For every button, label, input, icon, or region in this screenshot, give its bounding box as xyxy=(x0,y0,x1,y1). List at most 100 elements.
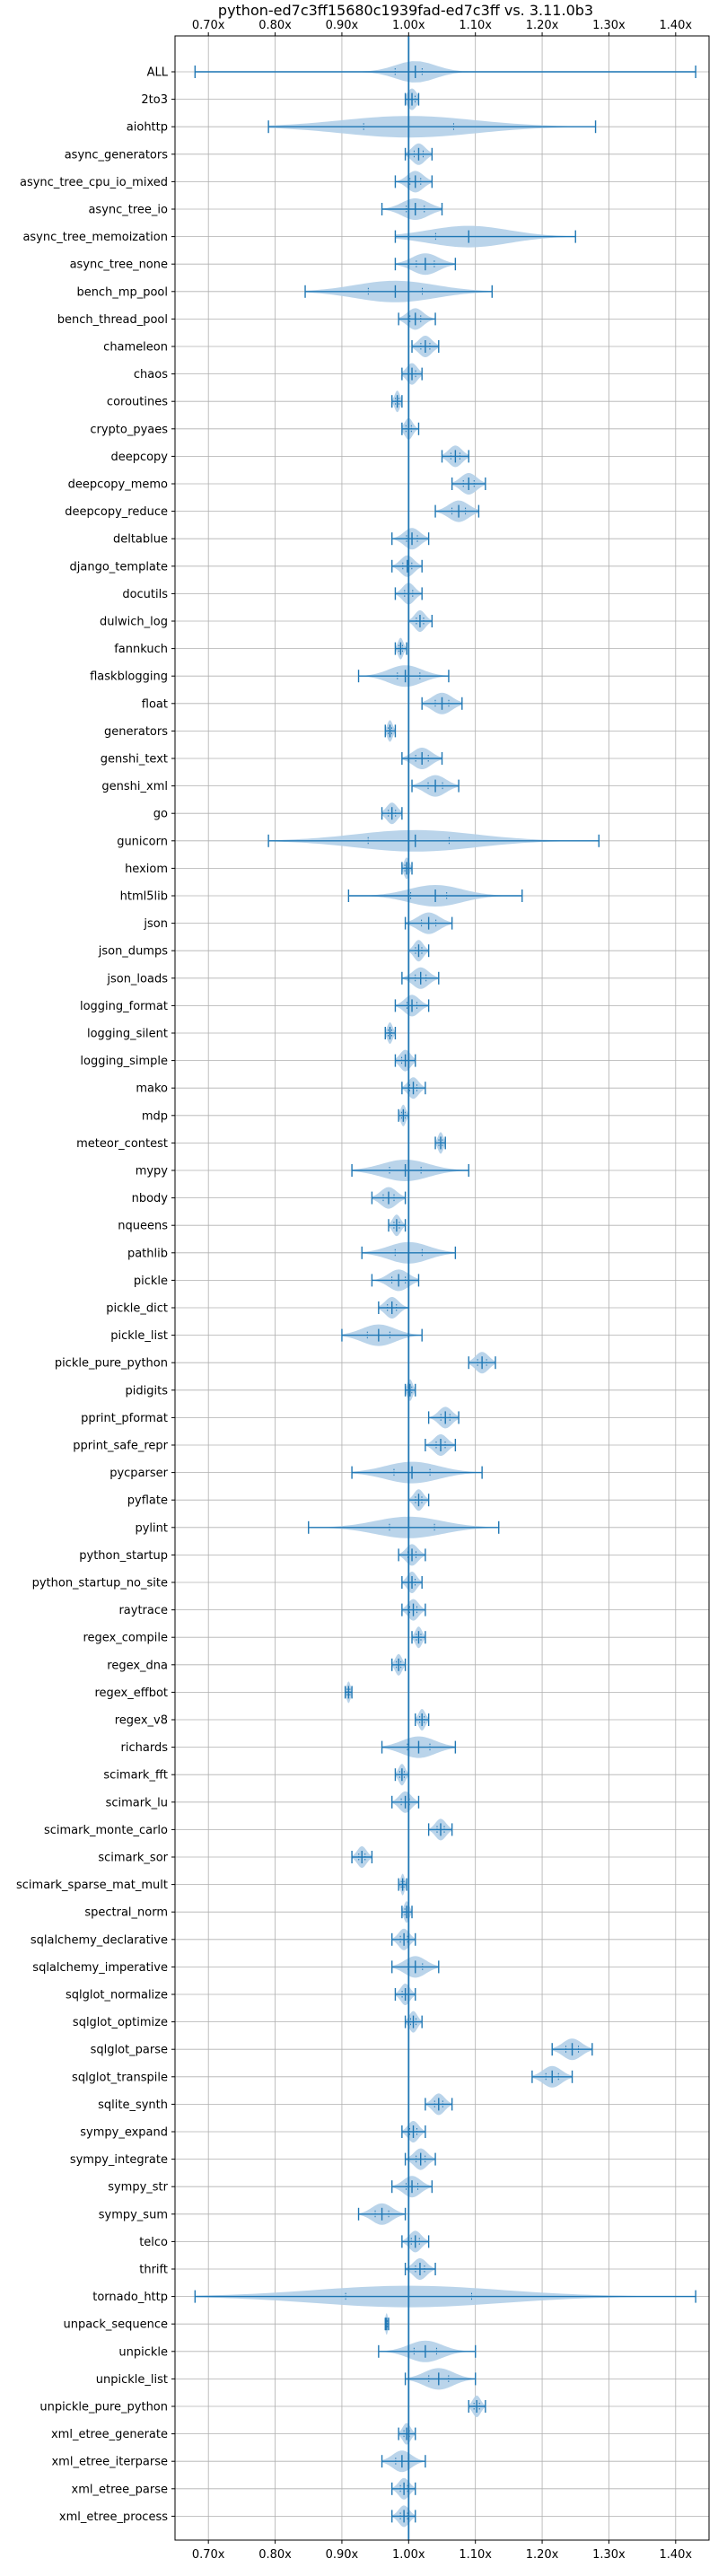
benchmark-label: async_tree_cpu_io_mixed xyxy=(20,176,168,189)
benchmark-label: unpickle xyxy=(118,2345,168,2359)
benchmark-label: sqlglot_normalize xyxy=(66,1989,168,2002)
benchmark-label: genshi_text xyxy=(101,753,168,767)
tick-label-bottom: 1.40x xyxy=(659,2548,692,2562)
tick-label-top: 1.20x xyxy=(526,19,559,32)
benchmark-label: python_startup_no_site xyxy=(32,1577,168,1590)
benchmark-label: async_tree_memoization xyxy=(22,231,168,244)
benchmark-label: richards xyxy=(121,1741,169,1755)
benchmark-label: pylint xyxy=(135,1521,168,1535)
benchmark-label: mdp xyxy=(142,1109,168,1123)
benchmark-label: xml_etree_parse xyxy=(72,2483,168,2496)
chart-title: python-ed7c3ff15680c1939fad-ed7c3ff vs. … xyxy=(218,2,593,19)
benchmark-label: deepcopy_memo xyxy=(68,478,168,492)
tick-label-bottom: 0.90x xyxy=(326,2548,359,2562)
benchmark-label: nqueens xyxy=(118,1220,168,1233)
benchmark-label: tornado_http xyxy=(92,2291,168,2304)
benchmark-label: pickle xyxy=(134,1275,168,1288)
benchmark-labels: ALL 2to3 aiohttp async_generators async_tree… xyxy=(16,66,169,2524)
benchmark-label: meteor_contest xyxy=(76,1137,168,1151)
tick-label-top: 0.80x xyxy=(258,19,292,32)
benchmark-label: aiohttp xyxy=(127,121,168,135)
benchmark-label: 2to3 xyxy=(141,93,168,107)
benchmark-label: sympy_sum xyxy=(99,2208,168,2221)
benchmark-label: xml_etree_iterparse xyxy=(51,2456,168,2469)
benchmark-label: thrift xyxy=(139,2264,168,2277)
benchmark-label: sqlalchemy_imperative xyxy=(32,1961,168,1975)
benchmark-label: chameleon xyxy=(103,341,168,355)
benchmark-label: crypto_pyaes xyxy=(90,423,168,436)
benchmark-label: docutils xyxy=(122,588,168,601)
benchmark-label: sqlite_synth xyxy=(98,2098,168,2112)
benchmark-label: coroutines xyxy=(107,396,168,409)
benchmark-label: pprint_pformat xyxy=(81,1412,168,1425)
benchmark-label: fannkuch xyxy=(114,643,168,656)
tick-label-top: 1.30x xyxy=(592,19,626,32)
benchmark-label: sympy_expand xyxy=(80,2126,168,2140)
benchmark-label: async_generators xyxy=(65,148,169,162)
benchmark-label: genshi_xml xyxy=(101,780,168,793)
plot-frame xyxy=(174,35,710,2541)
benchmark-label: mako xyxy=(136,1082,168,1096)
benchmark-label: pprint_safe_repr xyxy=(73,1440,168,1453)
tick-label-top: 0.70x xyxy=(192,19,225,32)
benchmark-label: nbody xyxy=(132,1192,169,1205)
benchmark-label: scimark_lu xyxy=(106,1796,168,1809)
benchmark-label: dulwich_log xyxy=(100,616,168,629)
benchmark-label: logging_silent xyxy=(87,1028,168,1041)
benchmark-label: logging_format xyxy=(80,1000,168,1013)
benchmark-label: sqlglot_transpile xyxy=(72,2071,168,2084)
benchmark-label: html5lib xyxy=(120,890,168,904)
tick-label-bottom: 1.10x xyxy=(459,2548,492,2562)
benchmark-label: pycparser xyxy=(109,1467,168,1480)
benchmark-label: pickle_pure_python xyxy=(55,1357,168,1371)
benchmark-label: deepcopy_reduce xyxy=(65,505,168,519)
benchmark-label: hexiom xyxy=(125,863,168,876)
benchmark-label: xml_etree_process xyxy=(59,2510,168,2524)
tick-label-bottom: 0.80x xyxy=(258,2548,292,2562)
benchmark-label: regex_dna xyxy=(107,1659,168,1672)
benchmark-label: unpickle_list xyxy=(96,2373,168,2387)
tick-label-bottom: 1.20x xyxy=(526,2548,559,2562)
tick-label-bottom: 1.30x xyxy=(592,2548,626,2562)
benchmark-label: go xyxy=(153,808,168,821)
benchmark-label: json_dumps xyxy=(98,945,168,959)
benchmark-label: regex_v8 xyxy=(115,1714,168,1728)
benchmark-label: bench_thread_pool xyxy=(57,313,168,327)
benchmark-label: scimark_sor xyxy=(98,1852,168,1865)
benchmark-label: logging_simple xyxy=(80,1055,168,1068)
benchmark-label: pathlib xyxy=(127,1247,168,1260)
benchmark-label: generators xyxy=(104,725,168,739)
benchmark-label: scimark_sparse_mat_mult xyxy=(16,1879,168,1892)
violins xyxy=(194,61,696,2528)
benchmark-label: sympy_str xyxy=(108,2181,168,2195)
benchmark-label: json_loads xyxy=(106,972,168,986)
benchmark-label: async_tree_io xyxy=(88,204,168,217)
benchmark-label: scimark_fft xyxy=(103,1769,168,1783)
tick-label-top: 1.40x xyxy=(659,19,692,32)
benchmark-label: pidigits xyxy=(126,1384,169,1398)
benchmark-label: raytrace xyxy=(118,1604,168,1617)
benchmark-label: ALL xyxy=(147,66,169,80)
tick-label-top: 0.90x xyxy=(326,19,359,32)
benchmark-label: async_tree_none xyxy=(70,258,168,272)
benchmark-label: gunicorn xyxy=(117,835,168,848)
benchmark-label: pickle_list xyxy=(110,1329,168,1343)
benchmark-label: pickle_dict xyxy=(106,1302,168,1316)
benchmark-label: django_template xyxy=(70,560,168,574)
benchmark-label: unpack_sequence xyxy=(63,2318,168,2332)
benchmark-label: spectral_norm xyxy=(84,1906,168,1920)
grid-lines xyxy=(175,36,709,2540)
benchmark-label: sqlglot_optimize xyxy=(73,2016,168,2029)
benchmark-label: scimark_monte_carlo xyxy=(44,1824,168,1837)
benchmark-label: regex_compile xyxy=(83,1632,168,1645)
benchmark-label: json xyxy=(143,917,168,931)
benchmark-label: sympy_integrate xyxy=(70,2153,168,2167)
benchmark-label: xml_etree_generate xyxy=(51,2428,168,2441)
benchmark-label: sqlalchemy_declarative xyxy=(31,1933,168,1947)
benchmark-label: telco xyxy=(139,2236,168,2249)
benchmark-label: sqlglot_parse xyxy=(91,2044,168,2057)
tick-label-bottom: 0.70x xyxy=(192,2548,225,2562)
benchmark-label: deltablue xyxy=(113,533,168,547)
benchmark-label: bench_mp_pool xyxy=(76,285,168,299)
